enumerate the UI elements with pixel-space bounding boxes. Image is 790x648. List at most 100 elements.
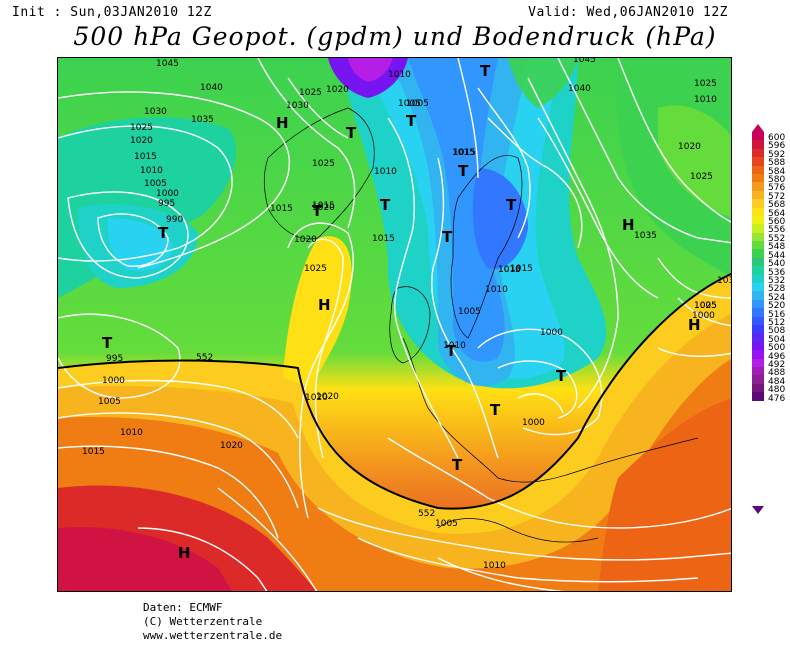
legend-level-label: 532 xyxy=(768,275,786,286)
legend-arrow-up-icon xyxy=(752,124,764,132)
isobar-label: 1020 xyxy=(326,85,349,95)
legend-level-label: 544 xyxy=(768,250,786,261)
isobar-label: 1000 xyxy=(156,189,179,199)
legend-level-label: 476 xyxy=(768,393,786,404)
isobar-label: 1025 xyxy=(690,172,713,182)
legend-level-label: 572 xyxy=(768,191,786,202)
contour-552-label: 552 xyxy=(418,509,435,519)
legend-level-label: 580 xyxy=(768,175,786,186)
legend-level-label: 508 xyxy=(768,326,786,337)
weather-map: 1045 1040 1035 1030 1025 1020 1015 1010 … xyxy=(57,57,732,592)
isobar-label: 1005 xyxy=(144,179,167,189)
credits-data-source: Daten: ECMWF xyxy=(143,601,223,614)
isobar-label: 1020 xyxy=(130,136,153,146)
legend-level-label: 488 xyxy=(768,368,786,379)
isobar-label: 1005 xyxy=(98,397,121,407)
legend-swatch xyxy=(752,249,764,258)
isobar-label: 1020 xyxy=(305,393,328,403)
isobar-label: 1000 xyxy=(102,376,125,386)
isobar-label: 1010 xyxy=(694,95,717,105)
isobar-label: 1015 xyxy=(452,148,475,158)
isobar-label: 1015 xyxy=(270,204,293,214)
legend-level-label: 496 xyxy=(768,351,786,362)
legend-level-label: 512 xyxy=(768,317,786,328)
isobar-label: 1025 xyxy=(299,88,322,98)
legend-level-label: 596 xyxy=(768,141,786,152)
credits: Daten: ECMWF (C) Wetterzentrale www.wett… xyxy=(143,601,282,643)
legend-level-label: 552 xyxy=(768,233,786,244)
low-pressure-marker: T xyxy=(102,334,113,352)
high-pressure-marker: H xyxy=(688,316,701,334)
isobar-label: 1015 xyxy=(134,152,157,162)
low-pressure-marker: T xyxy=(442,228,453,246)
isobar-label: 1000 xyxy=(692,311,715,321)
pressure-centers: T T T T T T T T T T T T T T H H H H H xyxy=(102,62,701,562)
isobar-label: 1010 xyxy=(374,167,397,177)
isobar-label: 1020 xyxy=(678,142,701,152)
isobar-label: 995 xyxy=(158,199,175,209)
legend-swatch xyxy=(752,215,764,225)
isobar-label: 1030 xyxy=(144,107,167,117)
isobar-label: 1025 xyxy=(694,79,717,89)
credits-website: www.wetterzentrale.de xyxy=(143,629,283,642)
low-pressure-marker: T xyxy=(446,342,457,360)
legend-level-label: 484 xyxy=(768,376,786,387)
isobar-label: 1010 xyxy=(498,265,521,275)
init-time-label: Init : Sun,03JAN2010 12Z xyxy=(12,5,212,20)
isobar-label: 1040 xyxy=(568,84,591,94)
legend-level-label: 556 xyxy=(768,225,786,236)
legend-swatch xyxy=(752,148,764,158)
legend-swatch xyxy=(752,232,764,242)
low-pressure-marker: T xyxy=(346,124,357,142)
legend-swatch xyxy=(752,333,764,342)
isobar-label: 1005 xyxy=(435,519,458,529)
isobar-label: 1005 xyxy=(406,99,429,109)
high-pressure-marker: H xyxy=(318,296,331,314)
low-pressure-marker: T xyxy=(158,224,169,242)
legend-swatch xyxy=(752,366,764,376)
legend-swatch xyxy=(752,291,764,300)
isobar-label: 1010 xyxy=(485,285,508,295)
isobar-label: 1010 xyxy=(140,166,163,176)
isobar-label: 1010 xyxy=(483,561,506,571)
legend-level-label: 576 xyxy=(768,183,786,194)
isobar-label: 1020 xyxy=(220,441,243,451)
legend-level-label: 592 xyxy=(768,149,786,160)
legend-swatch xyxy=(752,350,764,359)
legend-level-label: 584 xyxy=(768,166,786,177)
isobar-label: 1035 xyxy=(191,115,214,125)
legend-level-label: 548 xyxy=(768,242,786,253)
legend-swatch xyxy=(752,173,764,183)
legend-level-label: 568 xyxy=(768,200,786,211)
isobar-label: 1020 xyxy=(294,235,317,245)
low-pressure-marker: T xyxy=(452,456,463,474)
legend-level-label: 600 xyxy=(768,133,786,143)
legend-swatch xyxy=(752,283,764,292)
legend-labels: 600 596 592 588 584 580 576 572 568 564 560 556 552 5… xyxy=(768,133,786,404)
isobar-label: 1015 xyxy=(498,265,521,275)
legend-swatch xyxy=(752,316,764,325)
legend-swatch xyxy=(752,132,764,141)
isobar-label: 1025 xyxy=(130,123,153,133)
isobar-label: 1045 xyxy=(573,58,596,65)
isobar-label: 1015 xyxy=(82,447,105,457)
isobar-label: 1010 xyxy=(388,70,411,80)
legend-swatch xyxy=(752,375,764,384)
legend-swatch xyxy=(752,257,764,267)
legend-level-label: 520 xyxy=(768,301,786,312)
isobar-label: 1040 xyxy=(200,83,223,93)
legend-swatch xyxy=(752,266,764,275)
legend-swatch xyxy=(752,224,764,233)
legend-swatch xyxy=(752,358,764,367)
legend-swatch xyxy=(752,324,764,334)
legend-swatch xyxy=(752,207,764,216)
legend-level-label: 500 xyxy=(768,343,786,354)
color-legend xyxy=(752,132,764,401)
legend-swatch xyxy=(752,274,764,284)
low-pressure-marker: T xyxy=(506,196,517,214)
low-pressure-marker: T xyxy=(490,401,501,419)
legend-swatch xyxy=(752,199,764,208)
legend-swatch xyxy=(752,383,764,393)
legend-level-label: 524 xyxy=(768,292,786,303)
legend-level-label: 560 xyxy=(768,217,786,228)
